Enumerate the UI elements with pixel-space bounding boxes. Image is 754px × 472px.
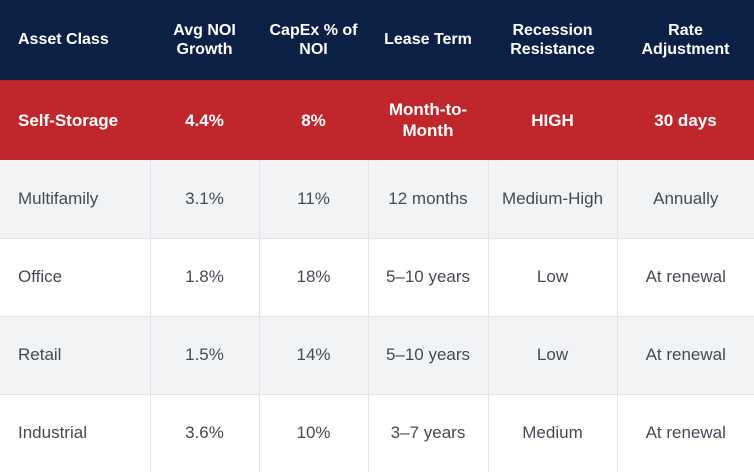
header-asset-class: Asset Class: [0, 0, 150, 80]
table-row: Office 1.8% 18% 5–10 years Low At renewa…: [0, 238, 754, 317]
table-cell: Medium: [488, 394, 618, 472]
table-cell: 3.1%: [150, 160, 260, 239]
table-cell: HIGH: [488, 79, 617, 160]
table-header: Asset Class Avg NOI Growth CapEx % of NO…: [0, 0, 754, 80]
header-recession-resistance: Recession Resistance: [488, 0, 617, 80]
header-lease-term: Lease Term: [368, 0, 488, 80]
table-cell: Month-to-Month: [368, 79, 488, 160]
table-cell: 11%: [259, 160, 369, 239]
table-cell: 4.4%: [150, 79, 259, 160]
table-cell: At renewal: [617, 316, 754, 395]
table-cell: 1.5%: [150, 316, 260, 395]
table-cell: Self-Storage: [0, 79, 150, 160]
table-cell: Annually: [617, 160, 754, 239]
table-cell: 14%: [259, 316, 369, 395]
table-cell: Low: [488, 238, 618, 317]
table-cell: 30 days: [617, 79, 754, 160]
table-cell: 8%: [259, 79, 368, 160]
table-cell: Multifamily: [0, 160, 151, 239]
header-avg-noi-growth: Avg NOI Growth: [150, 0, 259, 80]
table-row: Industrial 3.6% 10% 3–7 years Medium At …: [0, 394, 754, 472]
table-cell: Retail: [0, 316, 151, 395]
table-row: Multifamily 3.1% 11% 12 months Medium-Hi…: [0, 160, 754, 239]
table-cell: 12 months: [368, 160, 489, 239]
table-body: Self-Storage 4.4% 8% Month-to-Month HIGH…: [0, 79, 754, 472]
highlighted-row-self-storage: Self-Storage 4.4% 8% Month-to-Month HIGH…: [0, 79, 754, 160]
table-cell: At renewal: [617, 238, 754, 317]
table-cell: 10%: [259, 394, 369, 472]
table-cell: 5–10 years: [368, 238, 489, 317]
table-cell: Office: [0, 238, 151, 317]
table-cell: Medium-High: [488, 160, 618, 239]
table-cell: 18%: [259, 238, 369, 317]
table-cell: At renewal: [617, 394, 754, 472]
table-cell: Industrial: [0, 394, 151, 472]
table-cell: Low: [488, 316, 618, 395]
header-row: Asset Class Avg NOI Growth CapEx % of NO…: [0, 0, 754, 80]
table-cell: 5–10 years: [368, 316, 489, 395]
table-row: Retail 1.5% 14% 5–10 years Low At renewa…: [0, 316, 754, 395]
table-cell: 1.8%: [150, 238, 260, 317]
table-cell: 3.6%: [150, 394, 260, 472]
header-rate-adjustment: Rate Adjustment: [617, 0, 754, 80]
table-cell: 3–7 years: [368, 394, 489, 472]
header-capex-pct-noi: CapEx % of NOI: [259, 0, 368, 80]
